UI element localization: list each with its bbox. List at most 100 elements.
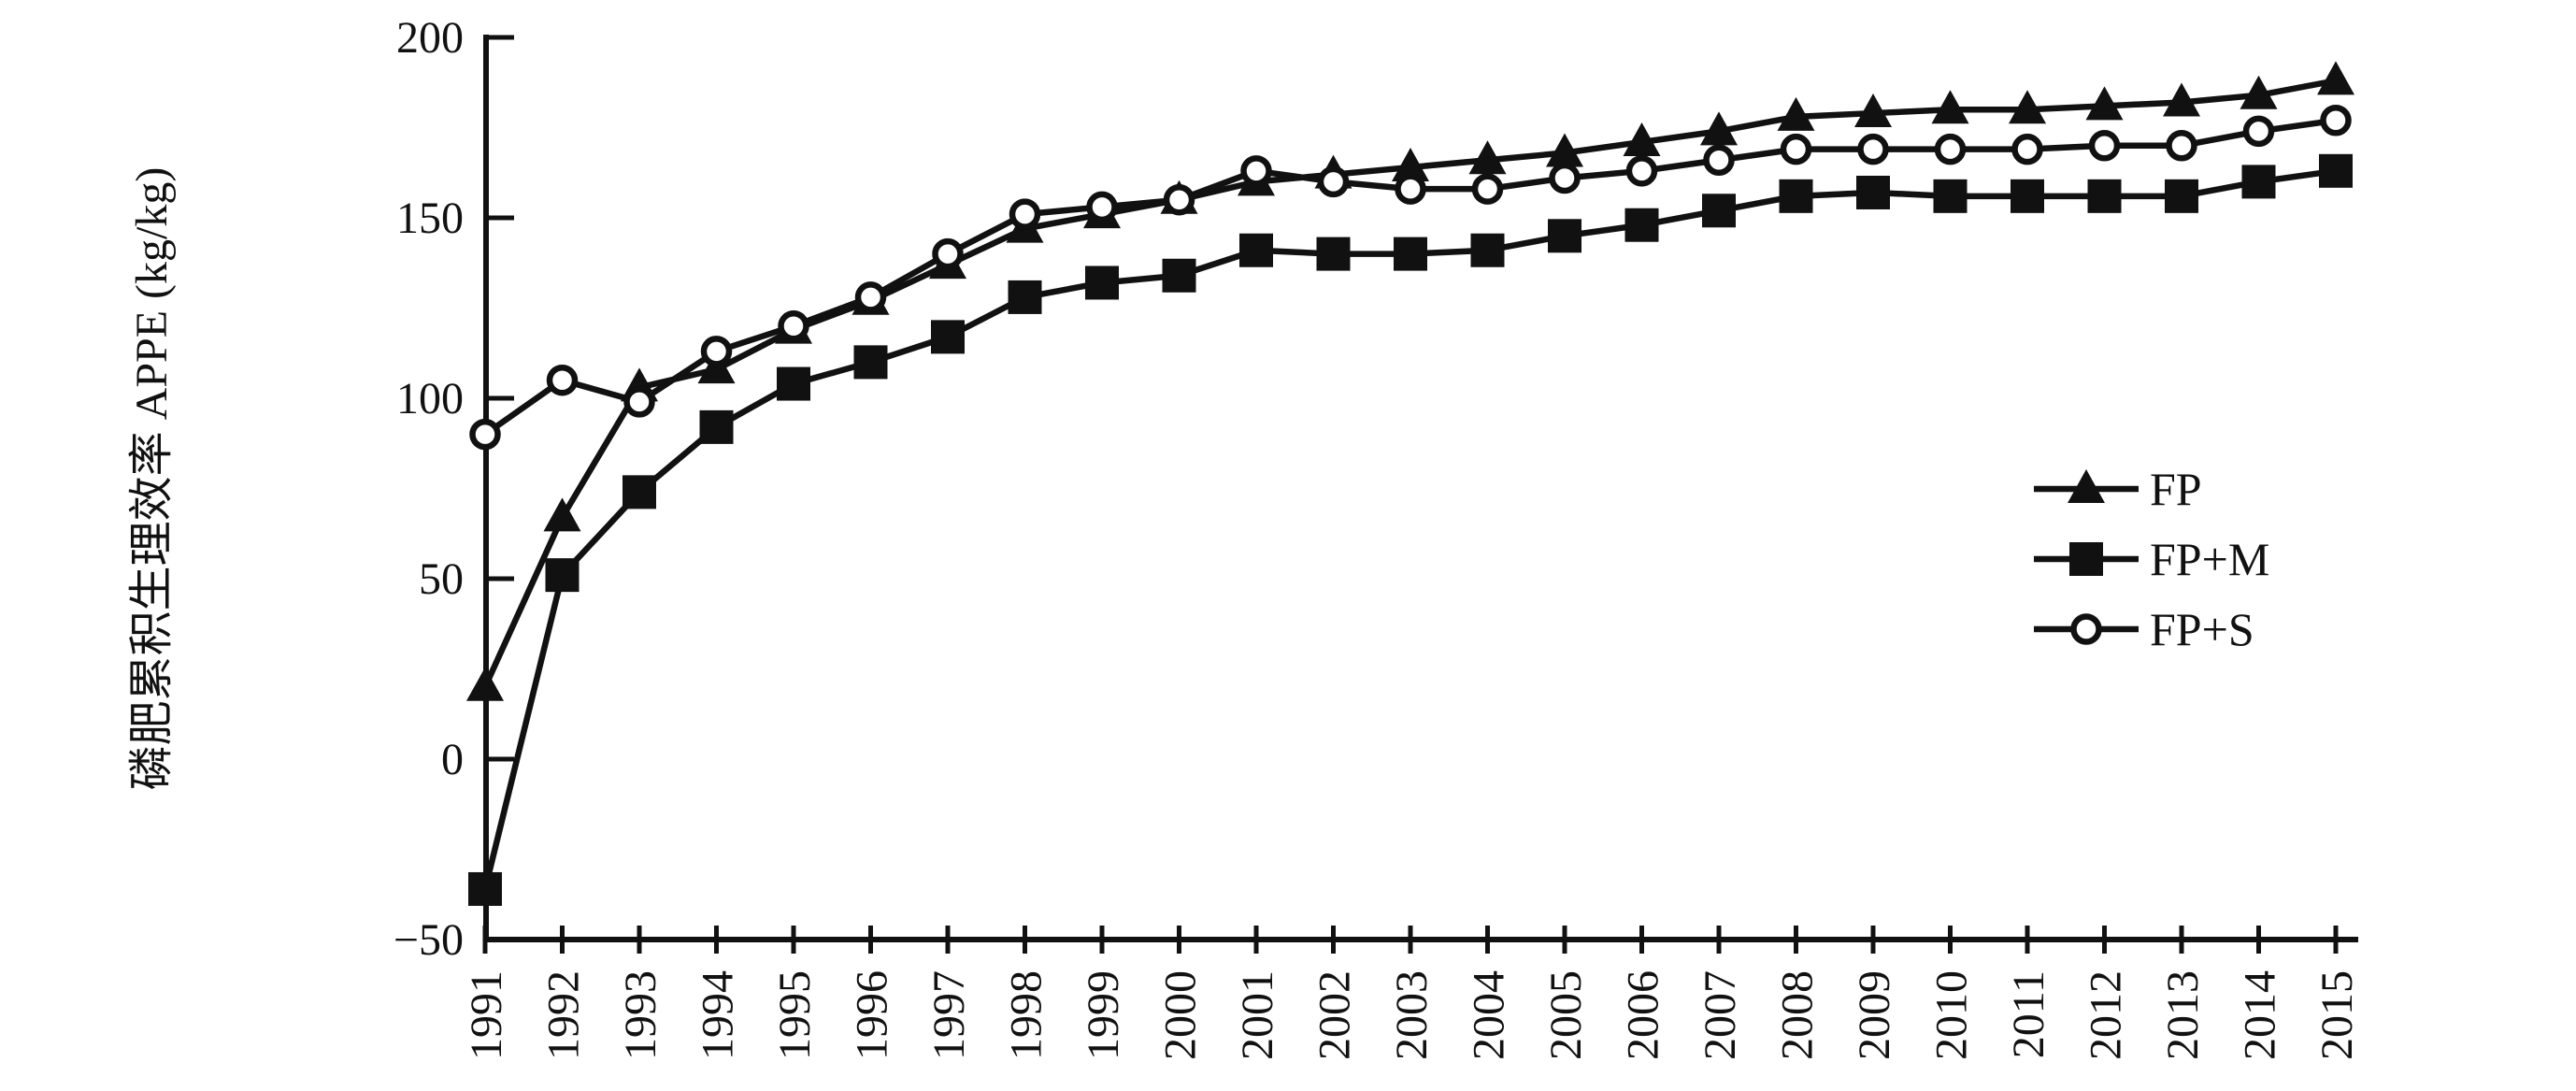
y-axis-title: 磷肥累积生理效率 APPE (kg/kg) (127, 167, 177, 791)
marker-FP-2008 (1777, 96, 1815, 131)
x-tick-label: 1997 (924, 970, 974, 1060)
marker-FP+S-2001 (1240, 155, 1272, 187)
y-tick-label: 0 (441, 735, 464, 784)
x-tick-label: 2006 (1619, 970, 1668, 1060)
series-line-FP+M (481, 167, 2337, 890)
marker-FP+S-2003 (1395, 173, 1426, 205)
marker-FP+S-1994 (700, 336, 733, 367)
marker-FP+M-1994 (699, 409, 734, 444)
marker-FP+M-2000 (1162, 258, 1196, 293)
marker-FP+M-2009 (1856, 175, 1890, 209)
marker-FP-2009 (1854, 93, 1892, 128)
marker-FP+M-1997 (931, 320, 965, 354)
marker-FP+S-1998 (1009, 198, 1041, 230)
marker-FP+M-2007 (1702, 194, 1736, 228)
x-tick-label: 1991 (462, 970, 511, 1060)
legend-item-FP+M: FP+M (2034, 533, 2269, 585)
marker-FP+S-1997 (932, 237, 964, 270)
x-tick-label: 2015 (2312, 970, 2362, 1060)
marker-FP+S-1992 (546, 364, 579, 396)
x-tick-label: 2014 (2236, 970, 2285, 1060)
marker-FP-2015 (2317, 61, 2354, 95)
marker-FP+S-2007 (1703, 144, 1735, 176)
x-tick-label: 1993 (616, 970, 665, 1060)
legend-label: FP+M (2150, 533, 2269, 585)
legend-marker-FP+S (2070, 613, 2102, 645)
marker-FP-2012 (2085, 86, 2124, 121)
marker-FP+S-2004 (1471, 173, 1504, 205)
x-tick-label: 2011 (2004, 970, 2054, 1058)
marker-FP-2006 (1623, 122, 1661, 156)
legend-marker-FP (2068, 469, 2105, 503)
x-tick-label: 2008 (1773, 970, 1823, 1060)
x-tick-label: 1998 (1002, 970, 1052, 1060)
x-tick-label: 2005 (1541, 970, 1591, 1060)
marker-FP+M-2010 (1933, 179, 1968, 213)
x-tick-label: 2003 (1387, 970, 1437, 1060)
x-tick-label: 2002 (1310, 970, 1360, 1060)
x-tick-label: 2009 (1850, 970, 1899, 1060)
marker-FP+S-2006 (1625, 155, 1658, 187)
marker-FP+S-2015 (2320, 105, 2352, 136)
marker-FP-2004 (1468, 140, 1507, 175)
marker-FP+M-2008 (1779, 179, 1813, 213)
x-tick-label: 2001 (1233, 970, 1282, 1060)
marker-FP+M-1991 (468, 871, 502, 906)
marker-FP+M-1999 (1085, 266, 1119, 300)
legend-item-FP+S: FP+S (2034, 603, 2254, 655)
x-tick-label: 2007 (1696, 970, 1745, 1060)
marker-FP-2007 (1700, 111, 1738, 146)
marker-FP+M-1995 (777, 366, 810, 401)
marker-FP+S-2013 (2166, 130, 2197, 162)
marker-FP+M-2006 (1624, 208, 1659, 242)
marker-FP-2003 (1392, 147, 1429, 181)
marker-FP+S-1995 (778, 310, 809, 342)
marker-FP+S-1996 (854, 281, 887, 313)
marker-FP+S-2011 (2011, 133, 2043, 165)
marker-FP+M-2004 (1470, 233, 1505, 267)
marker-FP+M-2005 (1548, 219, 1581, 253)
marker-FP+M-1993 (623, 475, 656, 510)
legend: FP FP+M FP+S (2034, 463, 2269, 655)
marker-FP+M-2002 (1316, 237, 1351, 271)
marker-FP+M-1998 (1008, 280, 1042, 314)
marker-FP+S-1991 (469, 418, 501, 451)
marker-FP+S-1993 (623, 386, 655, 418)
series-markers-FP (466, 61, 2354, 701)
marker-FP-2005 (1546, 133, 1583, 167)
marker-FP-2014 (2240, 75, 2278, 109)
marker-FP+M-2001 (1239, 233, 1273, 267)
x-tick-label: 1999 (1079, 970, 1128, 1060)
marker-FP+M-2014 (2241, 165, 2276, 199)
marker-FP+M-2012 (2087, 179, 2122, 213)
x-tick-label: 1996 (848, 970, 897, 1060)
x-tick-label: 2004 (1465, 970, 1514, 1060)
marker-FP-2011 (2009, 90, 2046, 124)
y-tick-label: 150 (396, 194, 464, 243)
x-tick-label: 2010 (1927, 970, 1977, 1060)
marker-FP+M-1992 (545, 558, 580, 593)
marker-FP+M-2011 (2011, 179, 2044, 213)
y-tick-label: −50 (394, 915, 464, 965)
marker-FP+M-2015 (2319, 153, 2353, 188)
marker-FP+S-2010 (1934, 133, 1967, 165)
legend-label: FP+S (2150, 603, 2254, 655)
legend-label: FP (2150, 463, 2202, 515)
y-tick-label: 100 (396, 374, 464, 423)
y-tick-label: 50 (419, 554, 464, 604)
marker-FP+S-2002 (1317, 165, 1350, 198)
marker-FP+M-1996 (853, 345, 888, 380)
x-tick-label: 2013 (2158, 970, 2208, 1060)
marker-FP+S-2000 (1163, 183, 1195, 216)
x-tick-label: 1992 (539, 970, 589, 1060)
legend-marker-FP+M (2069, 542, 2103, 576)
x-tick-label: 2012 (2082, 970, 2131, 1060)
x-tick-label: 1995 (770, 970, 820, 1060)
marker-FP+M-2013 (2165, 179, 2198, 213)
marker-FP-2010 (1931, 90, 1969, 124)
marker-FP-1991 (466, 667, 504, 701)
x-tick-label: 1994 (694, 970, 743, 1060)
marker-FP-1992 (543, 497, 581, 532)
